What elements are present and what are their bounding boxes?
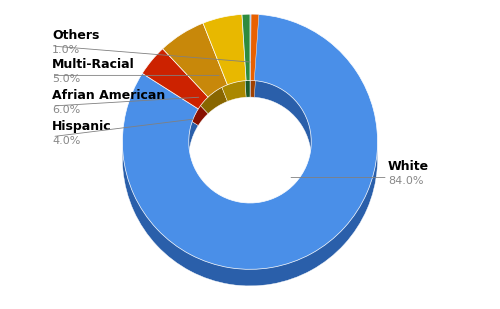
Wedge shape xyxy=(203,15,246,85)
Wedge shape xyxy=(122,31,378,286)
Wedge shape xyxy=(203,31,246,101)
Text: Multi-Racial: Multi-Racial xyxy=(52,58,135,71)
Wedge shape xyxy=(142,49,208,109)
Wedge shape xyxy=(250,14,259,81)
Text: Others: Others xyxy=(52,29,100,42)
Text: Hispanic: Hispanic xyxy=(52,120,112,133)
Wedge shape xyxy=(250,31,259,97)
Wedge shape xyxy=(242,14,250,81)
Text: 84.0%: 84.0% xyxy=(388,176,424,187)
Wedge shape xyxy=(242,31,250,97)
Wedge shape xyxy=(142,65,208,125)
Wedge shape xyxy=(162,40,228,114)
Text: White: White xyxy=(388,160,429,173)
Wedge shape xyxy=(122,14,378,269)
Text: 5.0%: 5.0% xyxy=(52,74,80,84)
Wedge shape xyxy=(162,23,228,97)
Text: 4.0%: 4.0% xyxy=(52,136,80,146)
Text: 1.0%: 1.0% xyxy=(52,45,80,55)
Text: Afrian American: Afrian American xyxy=(52,89,166,102)
Text: 6.0%: 6.0% xyxy=(52,105,80,115)
